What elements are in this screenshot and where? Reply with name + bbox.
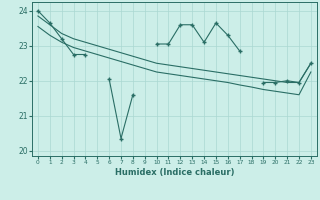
X-axis label: Humidex (Indice chaleur): Humidex (Indice chaleur) (115, 168, 234, 177)
